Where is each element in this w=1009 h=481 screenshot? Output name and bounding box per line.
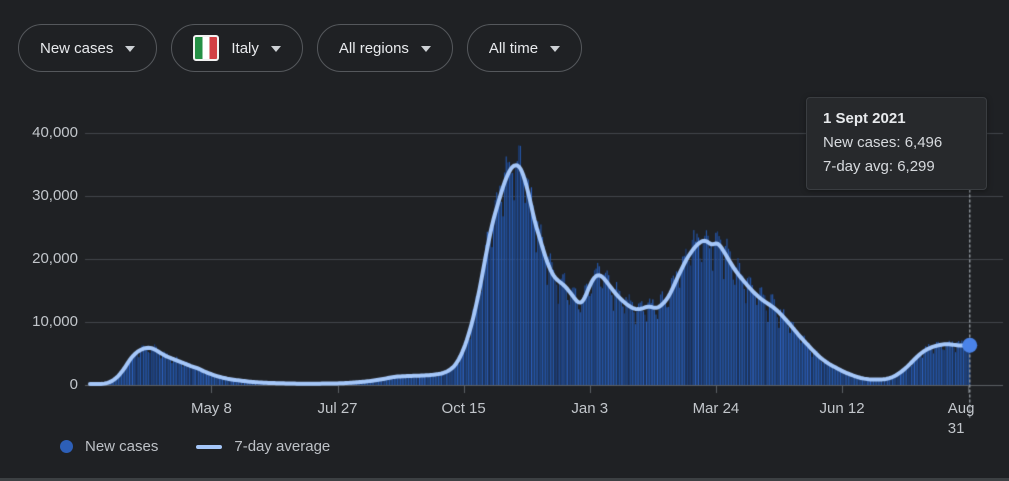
- avg-line-swatch-icon: [196, 444, 223, 449]
- legend-avg-label: 7-day average: [234, 438, 331, 455]
- tooltip-new-cases: New cases: 6,496: [823, 134, 943, 151]
- legend-new-cases: New cases: [60, 438, 158, 455]
- new-cases-dot-icon: [60, 440, 73, 453]
- tooltip-date: 1 Sept 2021: [823, 110, 906, 127]
- tooltip-avg: 7-day avg: 6,299: [823, 158, 935, 175]
- chart-tooltip: 1 Sept 2021 New cases: 6,496 7-day avg: …: [806, 97, 987, 190]
- legend-avg: 7-day average: [196, 438, 330, 455]
- chart-legend: New cases 7-day average: [60, 438, 330, 455]
- legend-new-cases-label: New cases: [85, 438, 159, 455]
- bottom-divider: [0, 478, 1009, 481]
